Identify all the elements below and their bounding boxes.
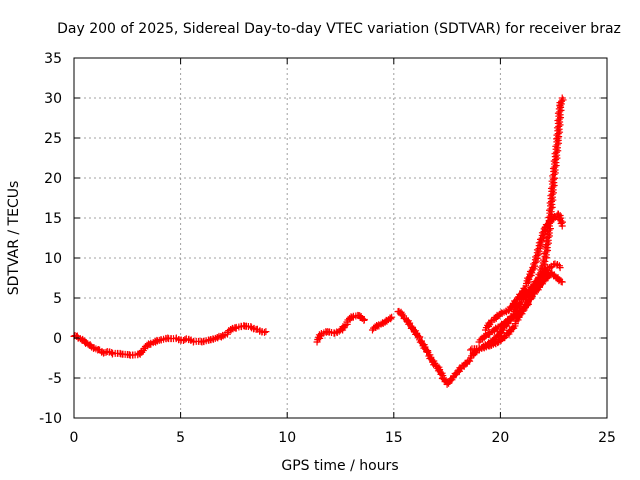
trace-segment: [425, 351, 440, 370]
trace-segment: [88, 343, 102, 354]
trace-segment: [551, 260, 563, 270]
trace-segment: [147, 336, 161, 347]
trace-segment: [370, 321, 381, 332]
x-tick-label: 5: [176, 430, 185, 446]
trace-segment: [450, 364, 465, 380]
trace-segment: [415, 336, 432, 356]
chart-title: Day 200 of 2025, Sidereal Day-to-day VTE…: [57, 21, 621, 37]
trace-segment: [207, 333, 222, 344]
trace-segment: [141, 340, 153, 351]
x-axis-label: GPS time / hours: [281, 458, 398, 474]
trace-segment: [338, 320, 351, 334]
trace-segment: [537, 265, 550, 281]
y-axis-label: SDTVAR / TECUs: [6, 181, 22, 296]
y-tick-label: 25: [44, 131, 62, 147]
trace-segment: [482, 318, 495, 332]
x-tick-label: 10: [278, 430, 296, 446]
trace-segment: [505, 296, 521, 313]
trace-segment: [486, 322, 504, 337]
trace-segment: [504, 322, 519, 338]
trace-segment: [109, 349, 124, 357]
y-tick-label: 15: [44, 211, 62, 227]
y-tick-label: 35: [44, 51, 62, 67]
series-track-1: [70, 322, 270, 359]
trace-segment: [103, 348, 116, 356]
trace-segment: [498, 315, 514, 329]
trace-segment: [375, 318, 389, 329]
trace-segment: [515, 284, 529, 302]
trace-segment: [498, 307, 512, 317]
x-tick-label: 15: [385, 430, 403, 446]
grid: [74, 58, 607, 418]
plot-frame: [73, 57, 608, 419]
plot-area: [70, 94, 567, 388]
y-tick-label: 0: [53, 331, 62, 347]
y-tick-label: -10: [39, 411, 62, 427]
trace-segment: [554, 210, 566, 227]
trace-segment: [331, 327, 343, 337]
trace-segment: [82, 339, 94, 349]
trace-segment: [476, 330, 493, 344]
trace-segment: [487, 339, 502, 349]
x-tick-label: 20: [491, 430, 509, 446]
trace-segment: [256, 327, 268, 336]
trace-segment: [217, 330, 231, 341]
trace-segment: [382, 314, 395, 325]
trace-segment: [98, 348, 108, 357]
trace-segment: [492, 324, 508, 341]
series-track-5: [481, 210, 566, 334]
trace-segment: [508, 307, 524, 322]
trace-segment: [71, 332, 81, 340]
trace-segment: [135, 347, 147, 358]
y-tick-label: 10: [44, 251, 62, 267]
trace-segment: [349, 311, 362, 320]
series-track-7: [475, 268, 566, 346]
trace-segment: [242, 322, 255, 331]
trace-segment: [488, 310, 503, 324]
y-tick-label: 5: [53, 291, 62, 307]
trace-segment: [395, 307, 408, 320]
trace-segment: [182, 335, 195, 344]
series-track-2: [313, 311, 368, 346]
trace-segment: [530, 239, 545, 268]
trace-segment: [175, 335, 187, 345]
trace-segment: [248, 324, 260, 333]
series-track-3: [368, 313, 396, 334]
trace-segment: [523, 262, 539, 287]
trace-segment: [314, 331, 324, 344]
y-tick-label: 30: [44, 91, 62, 107]
x-tick-label: 25: [598, 430, 616, 446]
trace-segment: [556, 96, 567, 109]
trace-segment: [530, 279, 547, 296]
trace-segment: [460, 356, 474, 370]
y-tick-label: -5: [48, 371, 62, 387]
trace-segment: [553, 103, 565, 141]
trace-segment: [549, 135, 563, 180]
trace-segment: [548, 270, 565, 286]
trace-segment: [165, 335, 180, 343]
trace-segment: [495, 332, 510, 346]
trace-segment: [400, 315, 414, 328]
trace-segment: [541, 216, 555, 231]
data-point: [467, 346, 475, 354]
trace-segment: [541, 225, 554, 262]
trace-segment: [356, 313, 368, 323]
trace-segment: [545, 262, 556, 272]
x-tick-label: 0: [70, 430, 79, 446]
axis-ticks: 0 5 10 15 20 25 -10 -5 0 5 10 15 20 25 30 35: [39, 51, 616, 446]
trace-segment: [519, 300, 532, 314]
y-tick-label: 20: [44, 171, 62, 187]
trace-segment: [444, 374, 457, 387]
